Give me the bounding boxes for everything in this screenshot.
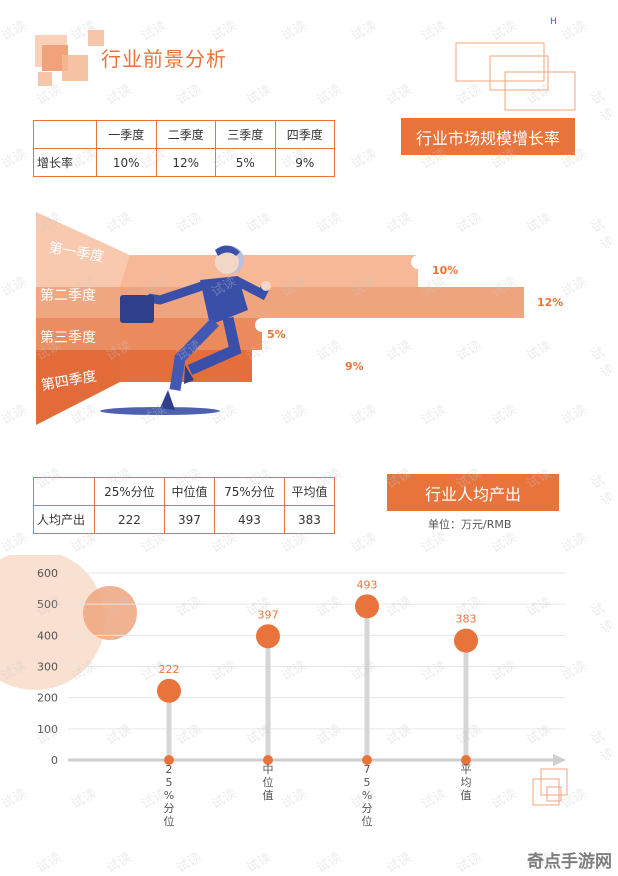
table-cell: 5% [215,148,276,177]
decor-square [38,72,52,86]
watermark-text: 试读 [348,18,380,45]
x-tick-label: 平均值 [461,763,472,802]
y-tick-label: 300 [37,661,58,674]
bar-q1 [120,255,418,288]
unit-text: 单位：万元/RMB [428,518,512,531]
output-label: 行业人均产出 [387,474,559,511]
y-tick-label: 0 [51,754,58,767]
watermark-text: 试读 [589,473,618,510]
site-watermark: 奇点手游网 [527,852,612,872]
x-tick-label: 7 5 %分位 [362,763,373,828]
data-label: 397 [258,608,279,621]
data-label: 493 [357,578,378,591]
x-tick-label: 2 5 %分位 [164,763,175,828]
watermark-text: 试读 [103,82,135,109]
table-cell: 12% [155,148,216,177]
watermark-text: 试读 [0,530,30,557]
lollipop-base [263,755,273,765]
funnel-value-q2: 12% [537,296,563,309]
y-tick-label: 400 [37,629,58,642]
table-header-cell: 一季度 [96,120,157,149]
table-cell: 397 [163,505,215,534]
lollipop-point [256,624,280,649]
page-title: 行业前景分析 [101,47,227,71]
x-tick-label: 中位值 [263,763,274,802]
table-cell: 10% [96,148,157,177]
watermark-text: 试读 [278,18,310,45]
table-header-cell: 75%分位 [213,477,285,506]
watermark-text: 试读 [243,82,275,109]
watermark-text: 试读 [589,89,618,126]
data-label: 383 [456,613,477,626]
funnel-layer-q4 [36,350,120,425]
table-cell: 493 [213,505,285,534]
lollipop-point [355,594,379,619]
funnel-layer-q1 [36,212,130,287]
watermark-text: 试读 [558,530,590,557]
y-tick-label: 100 [37,723,58,736]
table-cell: 9% [274,148,335,177]
lollipop-point [157,678,181,703]
watermark-text: 试读 [348,146,380,173]
lollipop-base [164,755,174,765]
corner-letter: H [550,17,557,27]
table-header-cell: 中位值 [163,477,215,506]
table-cell: 383 [283,505,336,534]
output-table: 25%分位 中位值 75%分位 平均值 人均产出 222 397 493 383 [33,477,336,534]
lollipop-base [362,755,372,765]
watermark-text: 试读 [138,18,170,45]
data-label: 222 [159,663,180,676]
table-header-cell: 25%分位 [94,477,165,506]
table-row-label: 人均产出 [33,505,95,534]
x-axis-arrow [553,754,566,766]
watermark-text: 试读 [383,82,415,109]
watermark-text: 试读 [348,530,380,557]
funnel-value-q4: 9% [345,360,364,373]
decor-outline-boxes [455,42,576,111]
table-header-cell [33,120,97,149]
decor-outline-square [546,786,562,802]
table-cell: 222 [94,505,165,534]
funnel-layer-q3 [36,318,120,350]
funnel-value-q1: 10% [432,264,458,277]
funnel-label-q2: 第二季度 [40,287,96,304]
y-tick-label: 600 [37,567,58,580]
growth-label: 行业市场规模增长率 [401,118,575,155]
decor-outline-square [532,778,560,806]
decor-circle-small [83,586,137,640]
output-chart: 0 100 200 300 400 500 600 222 2 5 %分位 397 中位值 493 7 5%… [0,555,568,828]
decor-square [88,30,104,46]
watermark-text: 试读 [418,18,450,45]
funnel-layer-q2 [36,287,120,318]
lollipop-point [454,628,478,653]
funnel-label-q3: 第三季度 [40,329,96,346]
watermark-text: 试读 [0,18,30,45]
decor-square [62,55,88,81]
table-header-cell: 二季度 [155,120,216,149]
watermark-text: 试读 [173,82,205,109]
y-tick-label: 500 [37,598,58,611]
lollipop-base [461,755,471,765]
watermark-text: 试读 [0,146,30,173]
y-tick-label: 200 [37,692,58,705]
businessman-illustration [100,245,271,415]
table-header-cell: 四季度 [274,120,335,149]
table-header-cell [33,477,95,506]
table-header-cell: 平均值 [283,477,336,506]
funnel-value-q3: 5% [267,328,286,341]
quarter-funnel: 第一季度 第二季度 第三季度 第四季度 10% 12% 5% 9% [36,212,563,425]
watermark-text: 试读 [313,82,345,109]
watermark-text: 试读 [208,18,240,45]
decor-outline-square [540,768,568,796]
decor-circle-large [0,555,105,690]
table-row-label: 增长率 [33,148,97,177]
table-header-cell: 三季度 [215,120,276,149]
growth-table: 一季度 二季度 三季度 四季度 增长率 10% 12% 5% 9% [33,120,335,177]
